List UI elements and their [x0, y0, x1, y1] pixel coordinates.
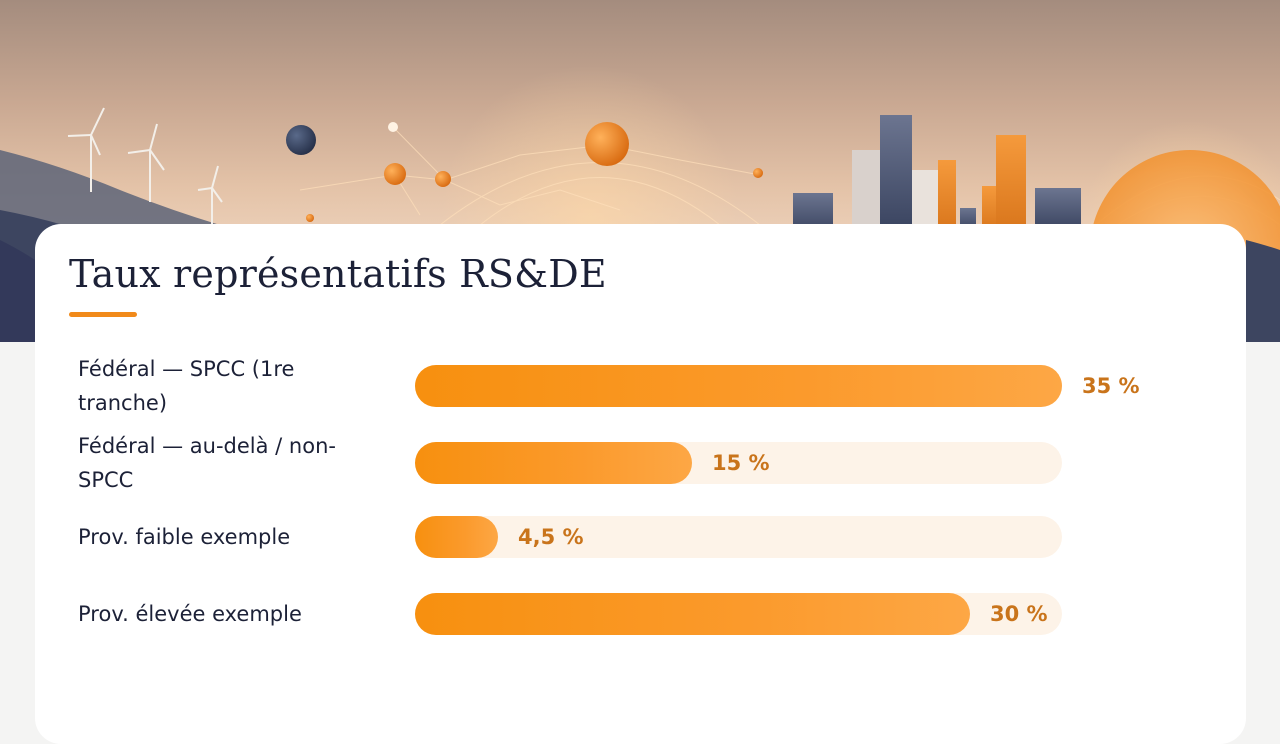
- bar-row: Fédéral — au-delà / non-SPCC 15 %: [35, 433, 1246, 493]
- bar-track: [415, 516, 1062, 558]
- bar-row: Prov. élevée exemple 30 %: [35, 584, 1246, 644]
- bar-track: [415, 593, 1062, 635]
- title-underline: [69, 312, 137, 317]
- bar-value-label: 35 %: [1082, 374, 1140, 398]
- bar-value-label: 4,5 %: [518, 525, 584, 549]
- bar-track: [415, 365, 1062, 407]
- chart-card: Taux représentatifs RS&DE Fédéral — SPCC…: [35, 224, 1246, 744]
- bar-track: [415, 442, 1062, 484]
- bar-category-label: Prov. élevée exemple: [78, 602, 302, 626]
- bar-category-label: Prov. faible exemple: [78, 525, 291, 549]
- bar-value-label: 30 %: [990, 602, 1048, 626]
- bar: [415, 593, 970, 635]
- bar-category-label: Fédéral — SPCC (1re tranche): [78, 357, 295, 415]
- bar: [415, 365, 1062, 407]
- bar: [415, 442, 692, 484]
- chart-title: Taux représentatifs RS&DE: [69, 252, 607, 296]
- bar-category-label: Fédéral — au-delà / non-SPCC: [78, 434, 336, 492]
- bar: [415, 516, 498, 558]
- bar-row: Fédéral — SPCC (1re tranche) 35 %: [35, 356, 1246, 416]
- bar-row: Prov. faible exemple 4,5 %: [35, 507, 1246, 567]
- bar-value-label: 15 %: [712, 451, 770, 475]
